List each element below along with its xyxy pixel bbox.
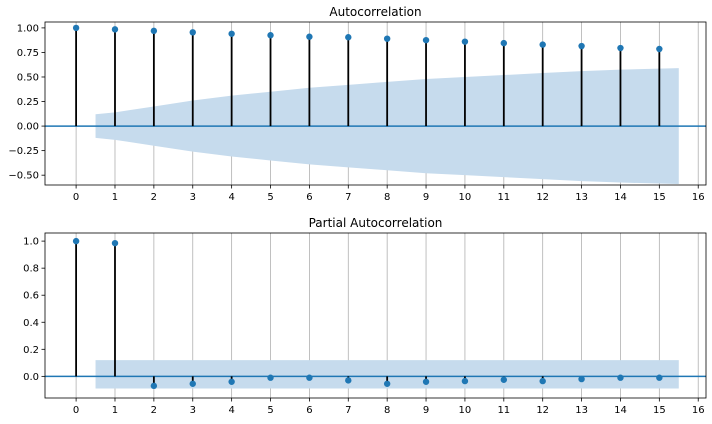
data-point xyxy=(578,42,585,50)
confidence-band xyxy=(95,360,679,389)
data-point xyxy=(267,374,274,381)
chart-title: Autocorrelation xyxy=(329,5,421,19)
data-point xyxy=(578,375,585,383)
x-tick-label: 8 xyxy=(384,405,390,416)
x-tick-label: 2 xyxy=(151,192,157,203)
y-tick-label: 0.00 xyxy=(17,122,39,133)
y-tick-label: 0.50 xyxy=(17,72,39,83)
x-tick-label: 1 xyxy=(112,192,118,203)
data-point xyxy=(228,30,235,37)
y-tick-label: 0.75 xyxy=(17,48,39,59)
x-tick-label: 5 xyxy=(267,405,273,416)
data-point xyxy=(656,374,663,381)
partial-autocorrelation-panel: 0 1 2 3 4 5 6 7 8 9 10 11 12 13 14 15 160.00.20.40.60.81… xyxy=(23,216,707,416)
data-point xyxy=(345,377,352,384)
x-tick-label: 14 xyxy=(614,192,627,203)
x-tick-label: 8 xyxy=(384,192,390,203)
data-point xyxy=(656,45,663,53)
chart-title: Partial Autocorrelation xyxy=(309,216,443,230)
x-tick-label: 10 xyxy=(459,192,472,203)
y-tick-label: 0.4 xyxy=(23,318,39,329)
x-tick-label: 0 xyxy=(73,192,79,203)
autocorrelation-panel: 0 1 2 3 4 5 6 7 8 9 10 11 12 13 14 15 16−0.50−0.250.000.… xyxy=(8,5,707,203)
x-tick-label: 12 xyxy=(536,405,549,416)
x-tick-label: 0 xyxy=(73,405,79,416)
data-point xyxy=(150,27,158,35)
data-point xyxy=(422,36,430,44)
x-tick-label: 16 xyxy=(692,192,705,203)
x-tick-label: 13 xyxy=(575,405,588,416)
data-point xyxy=(111,26,119,33)
y-tick-label: 0.8 xyxy=(23,264,39,275)
x-tick-label: 3 xyxy=(190,192,196,203)
data-point xyxy=(228,378,235,385)
data-point xyxy=(306,374,313,381)
y-tick-label: 0.0 xyxy=(23,372,39,383)
y-tick-label: 0.25 xyxy=(17,97,39,108)
data-point xyxy=(306,33,313,40)
data-point xyxy=(189,29,196,36)
data-point xyxy=(72,24,80,32)
data-point xyxy=(500,376,508,383)
data-point xyxy=(461,38,469,45)
x-tick-label: 2 xyxy=(151,405,157,416)
axes-frame xyxy=(44,21,707,186)
data-point xyxy=(383,35,391,42)
y-tick-label: 1.0 xyxy=(23,237,39,248)
data-point xyxy=(539,377,546,385)
x-tick-label: 7 xyxy=(345,405,351,416)
data-point xyxy=(383,380,391,387)
data-point xyxy=(500,39,508,47)
x-tick-label: 15 xyxy=(653,192,666,203)
data-point xyxy=(150,382,158,390)
data-point xyxy=(539,41,546,48)
x-tick-label: 6 xyxy=(306,192,312,203)
x-tick-label: 12 xyxy=(536,192,549,203)
x-tick-label: 7 xyxy=(345,192,351,203)
x-tick-label: 3 xyxy=(190,405,196,416)
data-point xyxy=(267,32,274,39)
x-tick-label: 9 xyxy=(423,405,429,416)
y-tick-label: 0.2 xyxy=(23,345,39,356)
x-tick-label: 4 xyxy=(228,405,234,416)
x-tick-label: 6 xyxy=(306,405,312,416)
axes-frame xyxy=(44,232,707,399)
y-tick-label: 0.6 xyxy=(23,291,39,302)
x-tick-label: 9 xyxy=(423,192,429,203)
data-point xyxy=(189,380,196,387)
data-point xyxy=(72,237,80,245)
x-tick-label: 14 xyxy=(614,405,627,416)
x-tick-label: 15 xyxy=(653,405,666,416)
data-point xyxy=(111,239,119,247)
x-tick-label: 10 xyxy=(459,405,472,416)
x-tick-label: 1 xyxy=(112,405,118,416)
data-point xyxy=(617,44,624,52)
data-point xyxy=(422,378,430,385)
data-point xyxy=(461,377,469,385)
y-tick-label: −0.25 xyxy=(8,146,39,157)
x-tick-label: 11 xyxy=(497,192,510,203)
x-tick-label: 4 xyxy=(228,192,234,203)
x-tick-label: 5 xyxy=(267,192,273,203)
x-tick-label: 11 xyxy=(497,405,510,416)
x-tick-label: 16 xyxy=(692,405,705,416)
data-point xyxy=(617,374,624,381)
x-tick-label: 13 xyxy=(575,192,588,203)
data-point xyxy=(345,34,352,41)
y-tick-label: 1.00 xyxy=(17,23,39,34)
y-tick-label: −0.50 xyxy=(8,171,39,182)
